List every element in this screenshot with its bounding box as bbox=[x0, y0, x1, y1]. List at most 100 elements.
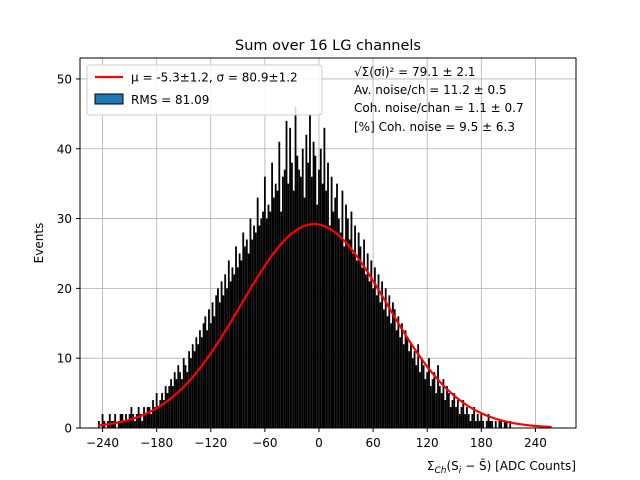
histogram-bar bbox=[280, 211, 283, 428]
histogram-bar bbox=[117, 421, 120, 428]
histogram-bar bbox=[437, 365, 439, 428]
x-tick-label: −240 bbox=[86, 436, 119, 450]
histogram-bar bbox=[213, 316, 216, 428]
histogram-bar bbox=[429, 386, 432, 428]
histogram-bar bbox=[438, 386, 441, 428]
histogram-bar bbox=[150, 414, 153, 428]
histogram-bar bbox=[368, 281, 371, 428]
histogram-bars bbox=[98, 106, 512, 429]
histogram-bar bbox=[262, 211, 264, 428]
histogram-bar bbox=[300, 176, 302, 428]
histogram-bar bbox=[476, 414, 479, 428]
chart-title: Sum over 16 LG channels bbox=[235, 38, 421, 54]
histogram-bar bbox=[433, 372, 436, 428]
histogram-bar bbox=[144, 414, 147, 428]
histogram-bar bbox=[442, 379, 445, 428]
histogram-bar bbox=[355, 260, 358, 428]
histogram-bar bbox=[494, 421, 497, 428]
histogram-bar bbox=[319, 148, 322, 429]
legend-fit-label: μ = -5.3±1.2, σ = 80.9±1.2 bbox=[131, 71, 298, 85]
legend: μ = -5.3±1.2, σ = 80.9±1.2 RMS = 81.09 bbox=[86, 64, 323, 116]
histogram-bar bbox=[235, 246, 237, 428]
histogram-bar bbox=[345, 204, 347, 428]
histogram-bar bbox=[314, 155, 317, 429]
histogram-bar bbox=[399, 337, 402, 428]
histogram-bar bbox=[267, 204, 270, 428]
histogram-bar bbox=[327, 162, 329, 428]
histogram-bar bbox=[480, 414, 483, 428]
histogram-bar bbox=[446, 386, 448, 428]
histogram-bar bbox=[309, 113, 311, 428]
histogram-bar bbox=[278, 141, 281, 428]
gaussian-fit-curve bbox=[97, 223, 552, 429]
histogram-bar bbox=[453, 393, 456, 428]
histogram-bar bbox=[188, 351, 191, 428]
histogram-bar bbox=[393, 309, 396, 428]
histogram-bar bbox=[204, 316, 207, 428]
histogram-bar bbox=[195, 337, 198, 428]
histogram-bar bbox=[208, 309, 210, 428]
histogram-bar bbox=[449, 407, 452, 428]
histogram-bar bbox=[260, 218, 263, 428]
x-tick-label: 0 bbox=[315, 436, 323, 450]
histogram-bar bbox=[428, 358, 430, 428]
histogram-bar bbox=[419, 372, 421, 428]
histogram-bar bbox=[173, 372, 176, 428]
legend-rms-swatch bbox=[94, 93, 124, 105]
y-axis-label: Events bbox=[32, 223, 46, 264]
histogram-bar bbox=[422, 365, 425, 428]
histogram-bar bbox=[397, 316, 400, 428]
histogram-bar bbox=[238, 253, 241, 428]
histogram-bar bbox=[325, 190, 328, 428]
histogram-bar bbox=[139, 414, 142, 428]
histogram-bar bbox=[485, 421, 488, 428]
y-tick-label: 10 bbox=[57, 352, 72, 366]
histogram-bar bbox=[258, 225, 261, 428]
histogram-bar bbox=[346, 218, 349, 428]
histogram-bar bbox=[162, 400, 165, 428]
histogram-bar bbox=[464, 414, 466, 428]
histogram-bar bbox=[265, 218, 268, 428]
histogram-bar bbox=[473, 407, 475, 428]
histogram-bar bbox=[233, 274, 236, 428]
histogram-bar bbox=[305, 134, 308, 428]
histogram-bar bbox=[298, 169, 301, 428]
histogram-bar bbox=[227, 260, 230, 428]
histogram-bar bbox=[184, 365, 187, 428]
histogram-bar bbox=[321, 183, 324, 428]
histogram-bar bbox=[143, 407, 145, 428]
histogram-bar bbox=[424, 379, 427, 428]
histogram-bar bbox=[200, 337, 203, 428]
histogram-bar bbox=[132, 414, 135, 428]
histogram-bar bbox=[509, 421, 512, 428]
histogram-bar bbox=[455, 407, 457, 428]
histogram-bar bbox=[388, 295, 391, 428]
x-tick-label: −60 bbox=[252, 436, 277, 450]
legend-box bbox=[86, 64, 323, 116]
histogram-bar bbox=[467, 414, 470, 428]
histogram-bar bbox=[146, 407, 149, 428]
x-tick-label: 120 bbox=[416, 436, 439, 450]
y-tick-label: 30 bbox=[57, 212, 72, 226]
histogram-bar bbox=[363, 239, 365, 428]
histogram-bar bbox=[350, 211, 353, 428]
histogram-bar bbox=[420, 358, 423, 428]
histogram-bar bbox=[373, 267, 376, 428]
histogram-bar bbox=[153, 407, 156, 428]
histogram-bar bbox=[271, 162, 273, 428]
histogram-bar bbox=[303, 197, 306, 428]
histogram-bar bbox=[474, 421, 477, 428]
histogram-bar bbox=[171, 386, 174, 428]
histogram-bar bbox=[357, 232, 360, 428]
histogram-bar bbox=[401, 323, 403, 428]
histogram-bar bbox=[251, 239, 254, 428]
histogram-bar bbox=[500, 421, 503, 428]
histogram-bar bbox=[190, 358, 192, 428]
histogram-bar bbox=[155, 393, 158, 428]
y-tick-label: 20 bbox=[57, 282, 72, 296]
histogram-bar bbox=[503, 421, 506, 428]
histogram-bar bbox=[451, 400, 454, 428]
histogram-bar bbox=[283, 169, 286, 428]
histogram-bar bbox=[256, 197, 259, 428]
histogram-bar bbox=[289, 127, 292, 429]
